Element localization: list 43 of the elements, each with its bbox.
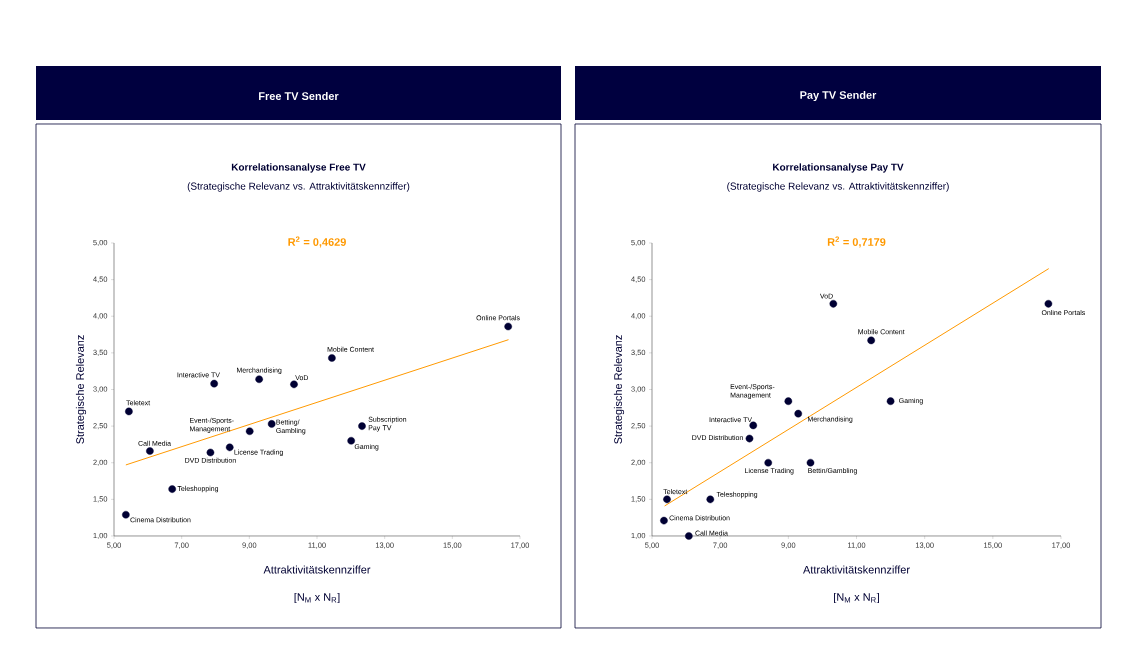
point bbox=[347, 436, 355, 445]
point bbox=[290, 380, 298, 389]
point bbox=[206, 448, 215, 457]
point bbox=[168, 485, 177, 493]
point bbox=[125, 407, 133, 416]
point bbox=[358, 422, 366, 430]
text: [N$_{M}$ x N$_{R}$] bbox=[834, 592, 879, 604]
point bbox=[867, 336, 875, 345]
chart-title: Free TV Sender bbox=[259, 91, 339, 101]
point bbox=[255, 375, 263, 384]
point bbox=[764, 458, 773, 467]
point bbox=[685, 532, 693, 540]
point bbox=[328, 354, 336, 362]
y-axis-title: Strategische Relevanz bbox=[75, 335, 87, 444]
text: [N$_{M}$ x N$_{R}$] bbox=[294, 592, 340, 604]
point bbox=[504, 322, 512, 331]
point bbox=[749, 421, 758, 430]
point bbox=[745, 434, 754, 443]
point bbox=[660, 516, 668, 525]
text: (Strategische Relevanz vs. Attraktivitätskennziffer) bbox=[727, 182, 949, 192]
chart-subtitle: Korrelationsanalyse Pay TV bbox=[773, 163, 904, 173]
chart-title: Pay TV Sender bbox=[800, 90, 877, 102]
point bbox=[122, 510, 130, 519]
point bbox=[706, 495, 715, 504]
x-axis-title: Attraktivitätskennziffer bbox=[803, 565, 910, 574]
point bbox=[794, 409, 803, 418]
point bbox=[829, 299, 838, 308]
point bbox=[267, 420, 276, 428]
annotation: R$^{2}$ = 0,7179 bbox=[827, 236, 886, 248]
point bbox=[663, 495, 671, 504]
point bbox=[225, 443, 234, 452]
text: (Strategische Relevanz vs. Attraktivitätskennziffer) bbox=[187, 182, 410, 192]
annotation: R$^{2}$ = 0,4629 bbox=[288, 236, 346, 248]
point bbox=[210, 379, 218, 388]
y-axis-title: Strategische Relevanz bbox=[613, 335, 625, 444]
point bbox=[806, 458, 815, 467]
point bbox=[784, 397, 793, 406]
point bbox=[1044, 299, 1053, 308]
point bbox=[886, 397, 895, 406]
chart-subtitle: Korrelationsanalyse Free TV bbox=[231, 163, 366, 173]
x-axis-title: Attraktivitätskennziffer bbox=[263, 565, 371, 574]
point bbox=[146, 447, 154, 455]
point bbox=[245, 427, 254, 436]
